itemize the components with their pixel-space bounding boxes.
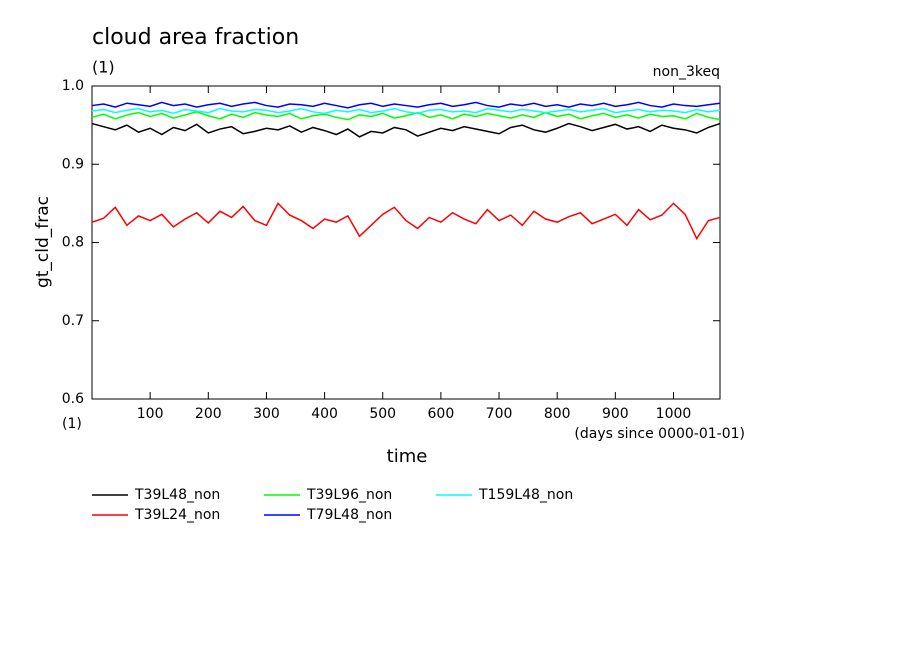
legend-label: T79L48_non: [306, 507, 392, 523]
y-axis-units: (1): [62, 416, 82, 432]
y-tick-label: 1.0: [62, 78, 84, 94]
y-axis-label: gt_cld_frac: [33, 196, 53, 288]
x-tick-label: 1000: [656, 406, 692, 422]
x-tick-label: 900: [602, 406, 629, 422]
plot-frame: [91, 85, 721, 400]
legend-label: T39L24_non: [134, 507, 220, 523]
x-axis-units: (days since 0000-01-01): [574, 426, 745, 442]
x-tick-label: 700: [486, 406, 513, 422]
series-line: [91, 111, 721, 121]
x-tick-label: 600: [428, 406, 455, 422]
legend-label: T39L48_non: [134, 487, 220, 503]
y-tick-label: 0.9: [62, 156, 84, 172]
x-tick-label: 500: [369, 406, 396, 422]
series-line: [91, 202, 721, 241]
series-line: [91, 101, 721, 109]
units: (1): [92, 58, 115, 77]
legend-label: T39L96_non: [306, 487, 392, 503]
x-axis-label: time: [387, 446, 428, 467]
x-tick-label: 100: [137, 406, 164, 422]
legend-label: T159L48_non: [478, 487, 573, 503]
x-tick-label: 800: [544, 406, 571, 422]
x-tick-label: 200: [195, 406, 222, 422]
x-tick-label: 300: [253, 406, 280, 422]
series-line: [91, 122, 721, 138]
y-tick-label: 0.7: [62, 313, 84, 329]
y-tick-label: 0.6: [62, 391, 84, 407]
experiment-label: non_3keq: [653, 64, 720, 80]
y-tick-label: 0.8: [62, 235, 84, 251]
series-line: [91, 107, 721, 115]
x-tick-label: 400: [311, 406, 338, 422]
chart-title: cloud area fraction: [92, 25, 299, 50]
